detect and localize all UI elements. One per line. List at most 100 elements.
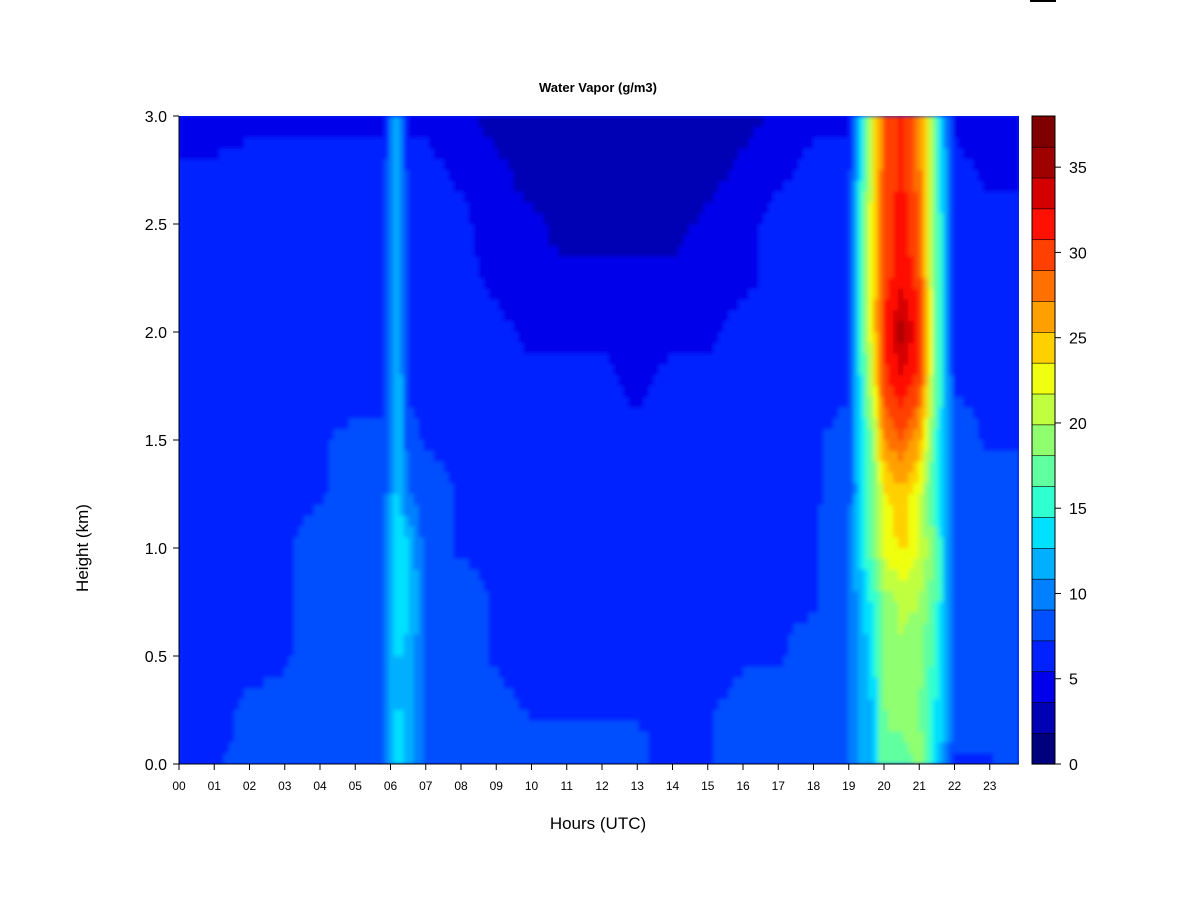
heatmap-cell	[718, 267, 724, 278]
heatmap-cell	[858, 321, 864, 332]
heatmap-cell	[419, 364, 425, 375]
heatmap-cell	[194, 386, 200, 397]
heatmap-cell	[229, 202, 235, 213]
heatmap-cell	[384, 127, 390, 138]
heatmap-cell	[449, 397, 455, 408]
heatmap-cell	[778, 224, 784, 235]
heatmap-cell	[579, 267, 585, 278]
heatmap-cell	[234, 159, 240, 170]
heatmap-cell	[968, 397, 974, 408]
heatmap-cell	[364, 159, 370, 170]
heatmap-cell	[529, 213, 535, 224]
heatmap-cell	[209, 181, 215, 192]
heatmap-cell	[239, 148, 245, 159]
heatmap-cell	[499, 148, 505, 159]
heatmap-cell	[973, 386, 979, 397]
heatmap-cell	[569, 138, 575, 149]
heatmap-cell	[424, 170, 430, 181]
heatmap-cell	[948, 224, 954, 235]
heatmap-cell	[319, 364, 325, 375]
heatmap-cell	[638, 289, 644, 300]
heatmap-cell	[479, 278, 485, 289]
heatmap-cell	[564, 354, 570, 365]
heatmap-cell	[489, 408, 495, 419]
heatmap-cell	[918, 116, 924, 127]
heatmap-cell	[304, 386, 310, 397]
heatmap-cell	[179, 375, 185, 386]
heatmap-cell	[569, 116, 575, 127]
heatmap-cell	[299, 148, 305, 159]
heatmap-cell	[813, 159, 819, 170]
heatmap-cell	[703, 408, 709, 419]
heatmap-cell	[583, 246, 589, 257]
heatmap-cell	[638, 127, 644, 138]
heatmap-cell	[224, 202, 230, 213]
heatmap-cell	[499, 224, 505, 235]
heatmap-cell	[593, 148, 599, 159]
heatmap-cell	[399, 332, 405, 343]
heatmap-cell	[723, 429, 729, 440]
heatmap-cell	[364, 138, 370, 149]
heatmap-cell	[314, 213, 320, 224]
heatmap-cell	[763, 418, 769, 429]
heatmap-cell	[279, 181, 285, 192]
heatmap-cell	[823, 397, 829, 408]
heatmap-cell	[339, 224, 345, 235]
heatmap-cell	[519, 159, 525, 170]
heatmap-cell	[509, 224, 515, 235]
heatmap-cell	[588, 170, 594, 181]
heatmap-cell	[1013, 170, 1019, 181]
heatmap-cell	[314, 375, 320, 386]
heatmap-cell	[474, 321, 480, 332]
heatmap-cell	[703, 310, 709, 321]
heatmap-cell	[334, 418, 340, 429]
heatmap-cell	[244, 127, 250, 138]
heatmap-cell	[324, 278, 330, 289]
heatmap-cell	[299, 300, 305, 311]
heatmap-cell	[743, 235, 749, 246]
heatmap-cell	[1003, 300, 1009, 311]
heatmap-cell	[858, 408, 864, 419]
heatmap-cell	[908, 408, 914, 419]
heatmap-cell	[908, 246, 914, 257]
heatmap-cell	[703, 300, 709, 311]
heatmap-cell	[189, 397, 195, 408]
heatmap-cell	[668, 364, 674, 375]
heatmap-cell	[753, 375, 759, 386]
heatmap-cell	[284, 278, 290, 289]
heatmap-cell	[314, 300, 320, 311]
heatmap-cell	[579, 310, 585, 321]
heatmap-cell	[998, 127, 1004, 138]
heatmap-cell	[574, 343, 580, 354]
heatmap-cell	[424, 116, 430, 127]
heatmap-cell	[439, 300, 445, 311]
heatmap-cell	[808, 278, 814, 289]
heatmap-cell	[289, 278, 295, 289]
heatmap-cell	[374, 354, 380, 365]
heatmap-cell	[678, 386, 684, 397]
heatmap-cell	[379, 181, 385, 192]
heatmap-cell	[314, 310, 320, 321]
heatmap-cell	[474, 289, 480, 300]
heatmap-cell	[214, 235, 220, 246]
heatmap-cell	[354, 138, 360, 149]
heatmap-cell	[678, 310, 684, 321]
heatmap-cell	[818, 192, 824, 203]
heatmap-cell	[279, 246, 285, 257]
heatmap-cell	[454, 343, 460, 354]
heatmap-cell	[618, 116, 624, 127]
heatmap-cell	[549, 246, 555, 257]
heatmap-cell	[539, 267, 545, 278]
heatmap-cell	[464, 343, 470, 354]
heatmap-cell	[743, 408, 749, 419]
heatmap-cell	[763, 256, 769, 267]
heatmap-cell	[963, 213, 969, 224]
heatmap-cell	[289, 364, 295, 375]
heatmap-cell	[409, 127, 415, 138]
heatmap-cell	[554, 170, 560, 181]
heatmap-cell	[978, 148, 984, 159]
heatmap-cell	[798, 138, 804, 149]
heatmap-cell	[973, 289, 979, 300]
heatmap-cell	[199, 343, 205, 354]
heatmap-cell	[873, 138, 879, 149]
